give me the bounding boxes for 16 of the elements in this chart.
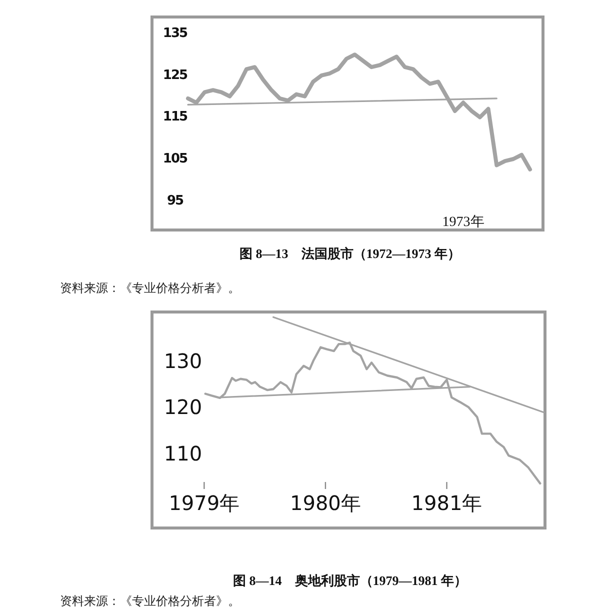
- y-tick-label: 120: [164, 395, 202, 420]
- y-tick-label: 135: [162, 26, 188, 42]
- y-tick-label: 125: [162, 68, 188, 83]
- text: 资料来源：《专业价格分析者》。: [60, 594, 240, 608]
- y-tick-label: 95: [166, 193, 184, 208]
- y-tick-label: 115: [162, 110, 188, 125]
- text: 资料来源：《专业价格分析者》。: [60, 281, 240, 295]
- x-tick-label: 1979年: [168, 491, 240, 515]
- y-tick-label: 105: [162, 152, 188, 166]
- y-tick-label: 110: [164, 442, 202, 466]
- y-tick-label: 130: [164, 348, 202, 373]
- text: 图 8—14 奥地利股市（1979—1981 年）: [233, 573, 467, 588]
- text: 图 8—13 法国股市（1972—1973 年）: [240, 246, 460, 261]
- x-tick-label: 1973年: [442, 214, 484, 230]
- x-tick-label: 1981年: [411, 491, 482, 515]
- x-tick-label: 1980年: [290, 491, 361, 515]
